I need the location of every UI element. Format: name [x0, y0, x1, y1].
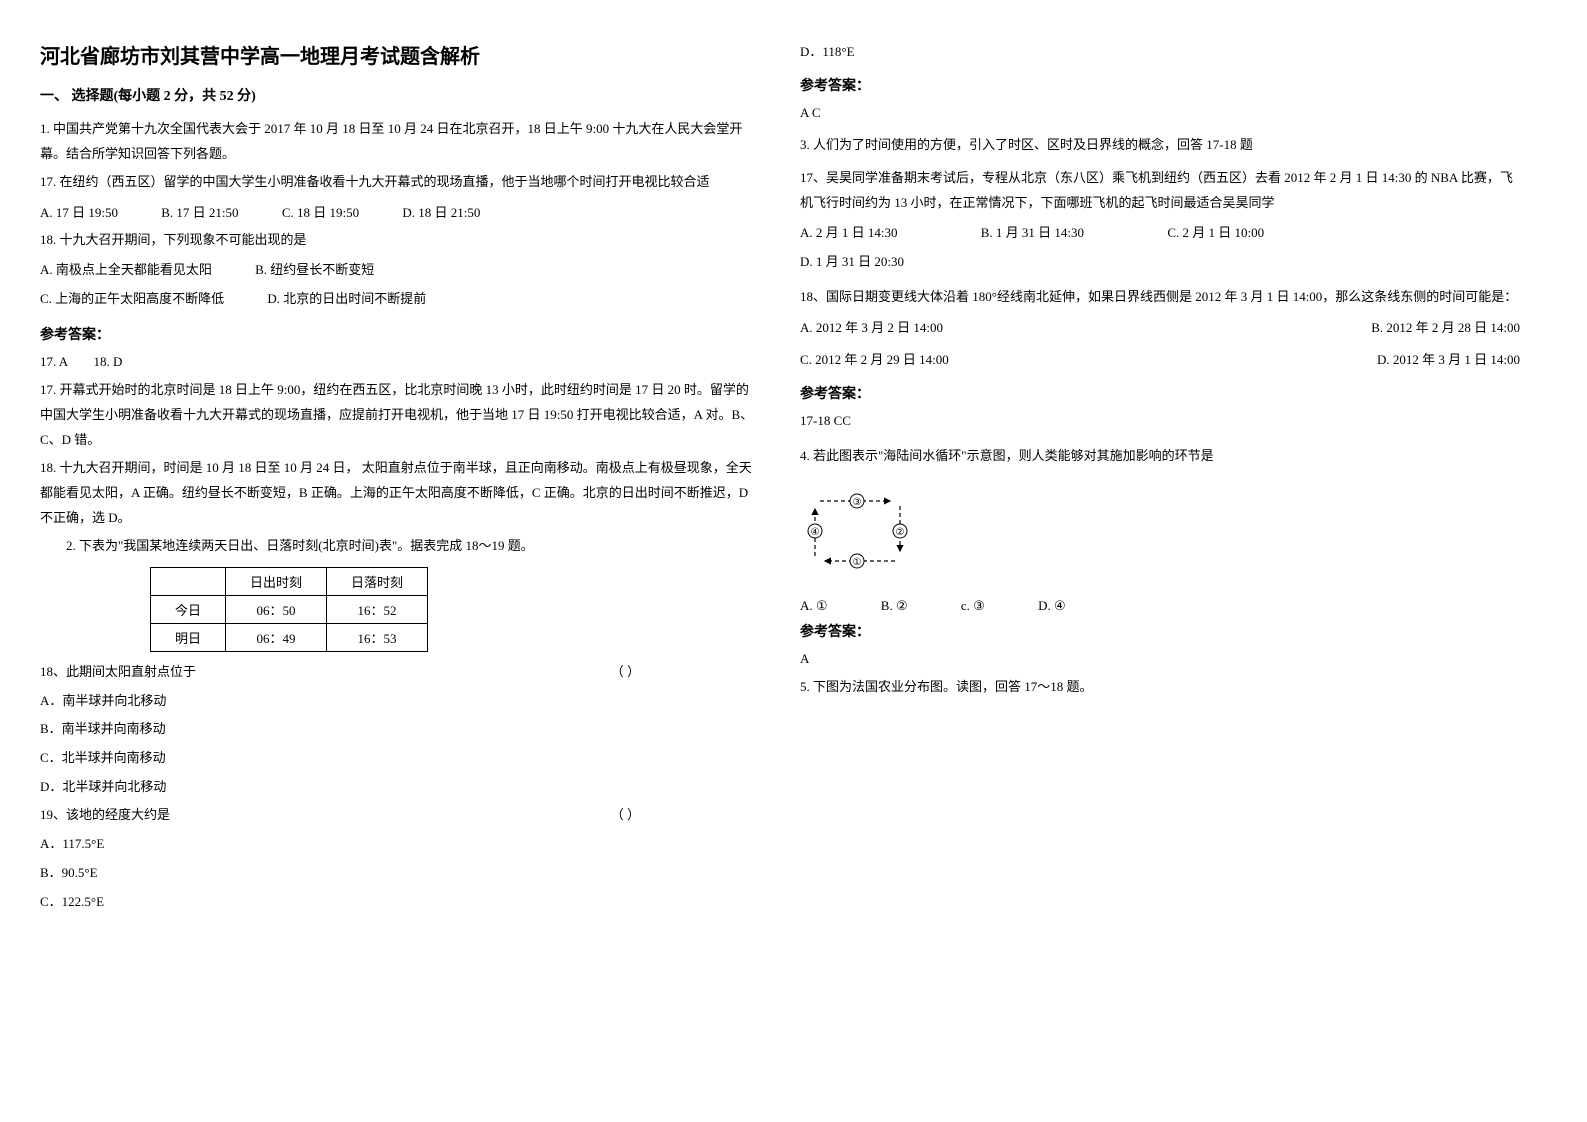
q1-18-opt-c: C. 上海的正午太阳高度不断降低 [40, 285, 224, 314]
q3-18-row1: A. 2012 年 3 月 2 日 14:00 B. 2012 年 2 月 28… [800, 315, 1520, 341]
q2-19-opt-b: B．90.5°E [40, 861, 760, 886]
paren-blank-2: （ ） [611, 803, 640, 828]
q4-opt-a: A. ① [800, 593, 828, 619]
q2-18-stem: 18、此期间太阳直射点位于 （ ） [40, 660, 760, 685]
q3-17-options: A. 2 月 1 日 14:30 B. 1 月 31 日 14:30 C. 2 … [800, 219, 1520, 276]
q1-18-stem: 18. 十九大召开期间，下列现象不可能出现的是 [40, 228, 760, 253]
q3-17-opt-c: C. 2 月 1 日 10:00 [1167, 219, 1264, 248]
q3-17-opt-b: B. 1 月 31 日 14:30 [981, 219, 1084, 248]
q5-intro: 5. 下图为法国农业分布图。读图，回答 17～18 题。 [800, 675, 1520, 700]
q2-intro: 2. 下表为"我国某地连续两天日出、日落时刻(北京时间)表"。据表完成 18～1… [40, 534, 760, 559]
q2-19-stem: 19、该地的经度大约是 （ ） [40, 803, 760, 828]
q2-18-text: 18、此期间太阳直射点位于 [40, 664, 196, 679]
q3-18-opt-d: D. 2012 年 3 月 1 日 14:00 [1377, 347, 1520, 373]
q2-table: 日出时刻 日落时刻 今日 06：50 16：52 明日 06：49 16：53 [150, 567, 428, 652]
q3-answer-line: 17-18 CC [800, 409, 1520, 434]
q4-answer-line: A [800, 647, 1520, 672]
q1-18-opt-b: B. 纽约昼长不断变短 [255, 256, 374, 285]
q4-opt-c: c. ③ [961, 593, 985, 619]
q4-opt-b: B. ② [881, 593, 908, 619]
q4-intro: 4. 若此图表示"海陆间水循环"示意图，则人类能够对其施加影响的环节是 [800, 444, 1520, 469]
q2-18-opt-d: D．北半球并向北移动 [40, 775, 760, 800]
q3-17-opt-d: D. 1 月 31 日 20:30 [800, 248, 904, 277]
paren-blank-1: （ ） [611, 660, 640, 685]
q2-answer-line: A C [800, 101, 1520, 126]
q4-answer-label: 参考答案： [800, 621, 1520, 641]
diagram-label-top: ③ [853, 497, 862, 508]
q2-18-opt-c: C．北半球并向南移动 [40, 746, 760, 771]
td-tomorrow-set: 16：53 [327, 624, 428, 652]
q3-18-stem: 18、国际日期变更线大体沿着 180°经线南北延伸，如果日界线西侧是 2012 … [800, 285, 1520, 310]
q3-18-row2: C. 2012 年 2 月 29 日 14:00 D. 2012 年 3 月 1… [800, 347, 1520, 373]
page-title: 河北省廊坊市刘其营中学高一地理月考试题含解析 [40, 40, 760, 69]
q1-18-opt-a: A. 南极点上全天都能看见太阳 [40, 256, 212, 285]
q1-exp17: 17. 开幕式开始时的北京时间是 18 日上午 9:00，纽约在西五区，比北京时… [40, 378, 760, 452]
q1-17-opt-b: B. 17 日 21:50 [161, 199, 238, 228]
q3-18-opt-b: B. 2012 年 2 月 28 日 14:00 [1371, 315, 1520, 341]
td-today-label: 今日 [151, 596, 226, 624]
q3-intro: 3. 人们为了时间使用的方便，引入了时区、区时及日界线的概念，回答 17-18 … [800, 133, 1520, 158]
q2-19-opt-d: D．118°E [800, 40, 1520, 65]
th-blank [151, 568, 226, 596]
table-row-tomorrow: 明日 06：49 16：53 [151, 624, 428, 652]
q2-19-text: 19、该地的经度大约是 [40, 807, 170, 822]
q2-answer-label: 参考答案： [800, 75, 1520, 95]
q2-18-opt-b: B．南半球并向南移动 [40, 717, 760, 742]
diagram-label-right: ② [896, 527, 905, 538]
table-row-today: 今日 06：50 16：52 [151, 596, 428, 624]
q3-17-opt-a: A. 2 月 1 日 14:30 [800, 219, 898, 248]
q3-18-opt-c: C. 2012 年 2 月 29 日 14:00 [800, 347, 949, 373]
q1-17-stem: 17. 在纽约（西五区）留学的中国大学生小明准备收看十九大开幕式的现场直播，他于… [40, 170, 760, 195]
q3-18-opt-a: A. 2012 年 3 月 2 日 14:00 [800, 315, 943, 341]
q3-answer-label: 参考答案： [800, 383, 1520, 403]
td-tomorrow-label: 明日 [151, 624, 226, 652]
td-tomorrow-rise: 06：49 [226, 624, 327, 652]
q4-options: A. ① B. ② c. ③ D. ④ [800, 593, 1520, 619]
q1-17-opt-a: A. 17 日 19:50 [40, 199, 118, 228]
q3-17-stem: 17、吴昊同学准备期末考试后，专程从北京（东八区）乘飞机到纽约（西五区）去看 2… [800, 166, 1520, 215]
q1-17-options: A. 17 日 19:50 B. 17 日 21:50 C. 18 日 19:5… [40, 199, 760, 228]
q1-18-options: A. 南极点上全天都能看见太阳 B. 纽约昼长不断变短 C. 上海的正午太阳高度… [40, 256, 760, 313]
q2-18-opt-a: A．南半球并向北移动 [40, 689, 760, 714]
q1-18-opt-d: D. 北京的日出时间不断提前 [267, 285, 426, 314]
th-sunrise: 日出时刻 [226, 568, 327, 596]
q1-answer-label: 参考答案： [40, 324, 760, 344]
q4-diagram: ③ ② ① ④ [800, 481, 1520, 581]
td-today-rise: 06：50 [226, 596, 327, 624]
q2-19-opt-c: C．122.5°E [40, 890, 760, 915]
th-sunset: 日落时刻 [327, 568, 428, 596]
q2-19-opt-a: A．117.5°E [40, 832, 760, 857]
part1-heading: 一、 选择题(每小题 2 分，共 52 分) [40, 85, 760, 105]
q1-17-opt-c: C. 18 日 19:50 [282, 199, 359, 228]
diagram-label-bottom: ① [853, 557, 862, 568]
diagram-label-left: ④ [811, 527, 820, 538]
q1-intro: 1. 中国共产党第十九次全国代表大会于 2017 年 10 月 18 日至 10… [40, 117, 760, 166]
q1-exp18: 18. 十九大召开期间，时间是 10 月 18 日至 10 月 24 日， 太阳… [40, 456, 760, 530]
q1-17-opt-d: D. 18 日 21:50 [402, 199, 480, 228]
q1-answer-line: 17. A 18. D [40, 350, 760, 375]
table-header-row: 日出时刻 日落时刻 [151, 568, 428, 596]
q4-opt-d: D. ④ [1038, 593, 1066, 619]
td-today-set: 16：52 [327, 596, 428, 624]
